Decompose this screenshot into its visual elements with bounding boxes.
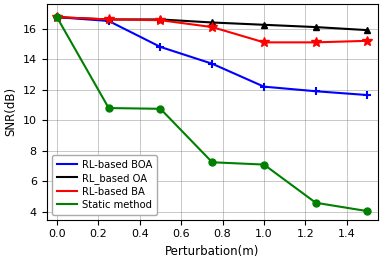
- RL-based BOA: [262, 85, 266, 88]
- RL_based OA: [107, 18, 111, 21]
- RL-based BA: [313, 41, 318, 44]
- Static method: [55, 15, 59, 19]
- RL-based BA: [107, 18, 111, 21]
- Static method: [210, 161, 215, 164]
- RL_based OA: [262, 23, 266, 26]
- RL-based BOA: [107, 19, 111, 23]
- RL-based BA: [55, 15, 59, 19]
- RL_based OA: [313, 25, 318, 29]
- RL-based BOA: [313, 90, 318, 93]
- RL_based OA: [365, 29, 370, 32]
- RL-based BA: [158, 19, 163, 22]
- Static method: [262, 163, 266, 166]
- RL-based BA: [365, 39, 370, 42]
- Line: Static method: Static method: [53, 14, 371, 215]
- Line: RL_based OA: RL_based OA: [53, 14, 371, 34]
- Y-axis label: SNR(dB): SNR(dB): [4, 87, 17, 137]
- RL_based OA: [210, 21, 215, 24]
- RL-based BOA: [210, 62, 215, 65]
- RL_based OA: [55, 15, 59, 19]
- Static method: [107, 106, 111, 110]
- RL-based BA: [262, 41, 266, 44]
- Static method: [158, 107, 163, 110]
- RL-based BOA: [365, 94, 370, 97]
- RL-based BOA: [55, 15, 59, 19]
- RL-based BOA: [158, 45, 163, 48]
- Line: RL-based BOA: RL-based BOA: [53, 13, 372, 99]
- Legend: RL-based BOA, RL_based OA, RL-based BA, Static method: RL-based BOA, RL_based OA, RL-based BA, …: [52, 155, 157, 215]
- Static method: [313, 201, 318, 204]
- RL-based BA: [210, 25, 215, 29]
- Static method: [365, 210, 370, 213]
- X-axis label: Perturbation(m): Perturbation(m): [165, 245, 259, 258]
- RL_based OA: [158, 18, 163, 21]
- Line: RL-based BA: RL-based BA: [52, 12, 372, 47]
